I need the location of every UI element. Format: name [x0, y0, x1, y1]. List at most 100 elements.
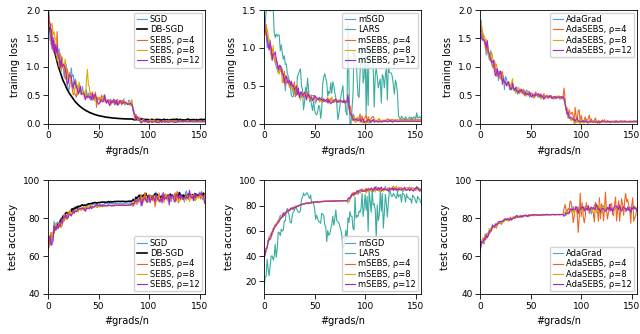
- AdaSEBS, ρ=8: [476, 244, 484, 248]
- SGD: [137, 116, 145, 120]
- SEBS, ρ=8: [45, 12, 53, 16]
- LARS: [369, 203, 377, 207]
- LARS: [417, 116, 424, 120]
- Line: AdaSEBS, ρ=8: AdaSEBS, ρ=8: [480, 203, 637, 246]
- SEBS, ρ=8: [138, 120, 146, 124]
- AdaGrad: [477, 18, 485, 22]
- SEBS, ρ=8: [172, 119, 180, 123]
- LARS: [371, 105, 378, 109]
- SEBS, ρ=12: [137, 121, 145, 125]
- DB-SGD: [103, 200, 111, 204]
- mSEBS, ρ=4: [260, 253, 268, 257]
- Line: LARS: LARS: [264, 190, 420, 288]
- SEBS, ρ=12: [170, 200, 178, 204]
- mSEBS, ρ=12: [325, 199, 333, 203]
- mSEBS, ρ=8: [362, 122, 370, 126]
- SEBS, ρ=12: [172, 121, 179, 125]
- DB-SGD: [137, 197, 145, 201]
- AdaSEBS, ρ=8: [542, 97, 550, 101]
- mSEBS, ρ=8: [319, 199, 326, 203]
- SEBS, ρ=4: [172, 191, 179, 195]
- mSGD: [367, 121, 375, 125]
- LARS: [301, 100, 308, 104]
- LARS: [353, 213, 361, 217]
- SEBS, ρ=8: [104, 203, 111, 207]
- SGD: [172, 119, 179, 123]
- LARS: [320, 75, 328, 79]
- mSEBS, ρ=4: [387, 188, 394, 192]
- LARS: [319, 212, 326, 216]
- mSEBS, ρ=4: [300, 95, 307, 99]
- AdaSEBS, ρ=4: [516, 91, 524, 95]
- AdaGrad: [535, 213, 543, 217]
- mSGD: [369, 189, 376, 193]
- mSGD: [417, 119, 424, 123]
- DB-SGD: [109, 200, 116, 204]
- SEBS, ρ=4: [137, 119, 145, 123]
- mSEBS, ρ=4: [417, 188, 424, 192]
- Line: LARS: LARS: [264, 2, 420, 124]
- mSEBS, ρ=4: [325, 199, 333, 203]
- DB-SGD: [201, 193, 209, 197]
- SEBS, ρ=4: [201, 192, 209, 196]
- mSEBS, ρ=8: [260, 254, 268, 258]
- mSEBS, ρ=12: [300, 92, 307, 96]
- mSEBS, ρ=12: [369, 187, 376, 191]
- SEBS, ρ=12: [109, 203, 116, 207]
- mSGD: [300, 202, 307, 206]
- Line: AdaSEBS, ρ=4: AdaSEBS, ρ=4: [480, 192, 637, 248]
- SEBS, ρ=12: [44, 1, 52, 5]
- DB-SGD: [175, 190, 183, 194]
- AdaSEBS, ρ=12: [535, 92, 543, 96]
- X-axis label: #grads/n: #grads/n: [536, 146, 581, 156]
- AdaSEBS, ρ=4: [570, 220, 577, 224]
- AdaGrad: [541, 213, 548, 217]
- mSEBS, ρ=12: [260, 258, 268, 262]
- SGD: [137, 204, 145, 208]
- SEBS, ρ=4: [173, 189, 181, 193]
- mSGD: [319, 199, 326, 203]
- AdaSEBS, ρ=4: [604, 217, 611, 221]
- LARS: [325, 233, 333, 237]
- AdaSEBS, ρ=8: [633, 120, 640, 124]
- AdaSEBS, ρ=12: [476, 251, 484, 255]
- SEBS, ρ=8: [104, 100, 111, 104]
- AdaSEBS, ρ=8: [570, 208, 577, 212]
- AdaSEBS, ρ=12: [541, 213, 548, 217]
- mSEBS, ρ=8: [388, 119, 396, 123]
- SEBS, ρ=4: [172, 120, 179, 124]
- SEBS, ρ=8: [152, 121, 160, 125]
- Legend: AdaGrad, AdaSEBS, ρ=4, AdaSEBS, ρ=8, AdaSEBS, ρ=12: AdaGrad, AdaSEBS, ρ=4, AdaSEBS, ρ=8, Ada…: [550, 247, 634, 292]
- DB-SGD: [84, 202, 92, 206]
- mSEBS, ρ=8: [325, 99, 333, 103]
- SGD: [44, 0, 52, 4]
- mSEBS, ρ=8: [417, 188, 424, 192]
- LARS: [346, 122, 354, 126]
- AdaSEBS, ρ=8: [570, 117, 578, 121]
- mSEBS, ρ=8: [369, 118, 377, 122]
- SGD: [103, 201, 111, 205]
- Y-axis label: training loss: training loss: [443, 37, 452, 97]
- AdaSEBS, ρ=4: [570, 122, 578, 126]
- mSEBS, ρ=12: [417, 187, 424, 191]
- Line: AdaGrad: AdaGrad: [480, 20, 637, 123]
- mSEBS, ρ=8: [392, 184, 400, 188]
- SEBS, ρ=12: [201, 201, 209, 205]
- AdaSEBS, ρ=8: [476, 24, 484, 28]
- AdaSEBS, ρ=12: [570, 117, 577, 121]
- AdaSEBS, ρ=12: [604, 205, 611, 209]
- AdaSEBS, ρ=12: [476, 24, 484, 28]
- AdaSEBS, ρ=4: [541, 95, 548, 99]
- AdaSEBS, ρ=8: [516, 214, 524, 218]
- DB-SGD: [44, 245, 52, 249]
- Legend: AdaGrad, AdaSEBS, ρ=4, AdaSEBS, ρ=8, AdaSEBS, ρ=12: AdaGrad, AdaSEBS, ρ=4, AdaSEBS, ρ=8, Ada…: [550, 12, 634, 57]
- mSEBS, ρ=12: [413, 185, 420, 189]
- SEBS, ρ=12: [153, 121, 161, 125]
- AdaSEBS, ρ=12: [516, 88, 524, 92]
- mSGD: [388, 119, 396, 123]
- LARS: [260, 286, 268, 290]
- SEBS, ρ=12: [201, 120, 209, 124]
- SEBS, ρ=8: [84, 84, 92, 88]
- SEBS, ρ=12: [44, 248, 52, 252]
- SEBS, ρ=12: [109, 100, 116, 104]
